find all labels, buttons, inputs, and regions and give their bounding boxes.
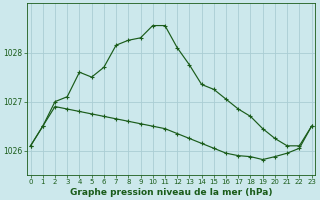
X-axis label: Graphe pression niveau de la mer (hPa): Graphe pression niveau de la mer (hPa) xyxy=(70,188,272,197)
